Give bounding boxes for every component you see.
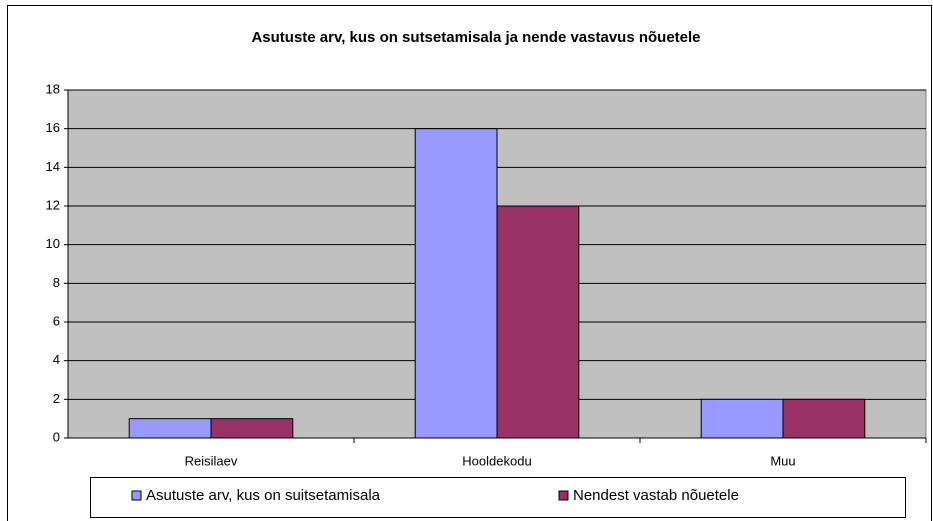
y-tick-label: 2: [53, 391, 60, 406]
y-tick-label: 14: [46, 159, 60, 174]
legend-label: Nendest vastab nõuetele: [573, 487, 739, 504]
y-tick-label: 6: [53, 313, 60, 328]
bar: [700, 398, 784, 439]
y-tick-label: 16: [46, 120, 60, 135]
bar: [128, 418, 212, 439]
chart-title: Asutuste arv, kus on sutsetamisala ja ne…: [251, 29, 700, 46]
x-tick-label: Muu: [770, 453, 795, 468]
y-tick-label: 4: [53, 352, 60, 367]
legend-swatch: [131, 490, 142, 501]
x-tick-label: Reisilaev: [185, 453, 238, 468]
bar: [496, 205, 580, 439]
bar: [210, 418, 294, 439]
bar: [782, 398, 866, 439]
y-tick-label: 10: [46, 236, 60, 251]
legend-swatch: [558, 490, 569, 501]
x-tick-label: Hooldekodu: [462, 453, 531, 468]
y-tick-label: 12: [46, 197, 60, 212]
legend-box: [90, 477, 906, 518]
y-tick-label: 0: [53, 429, 60, 444]
legend-label: Asutuste arv, kus on suitsetamisala: [146, 487, 381, 504]
y-tick-label: 18: [46, 81, 60, 96]
y-tick-label: 8: [53, 275, 60, 290]
bar: [414, 128, 498, 439]
